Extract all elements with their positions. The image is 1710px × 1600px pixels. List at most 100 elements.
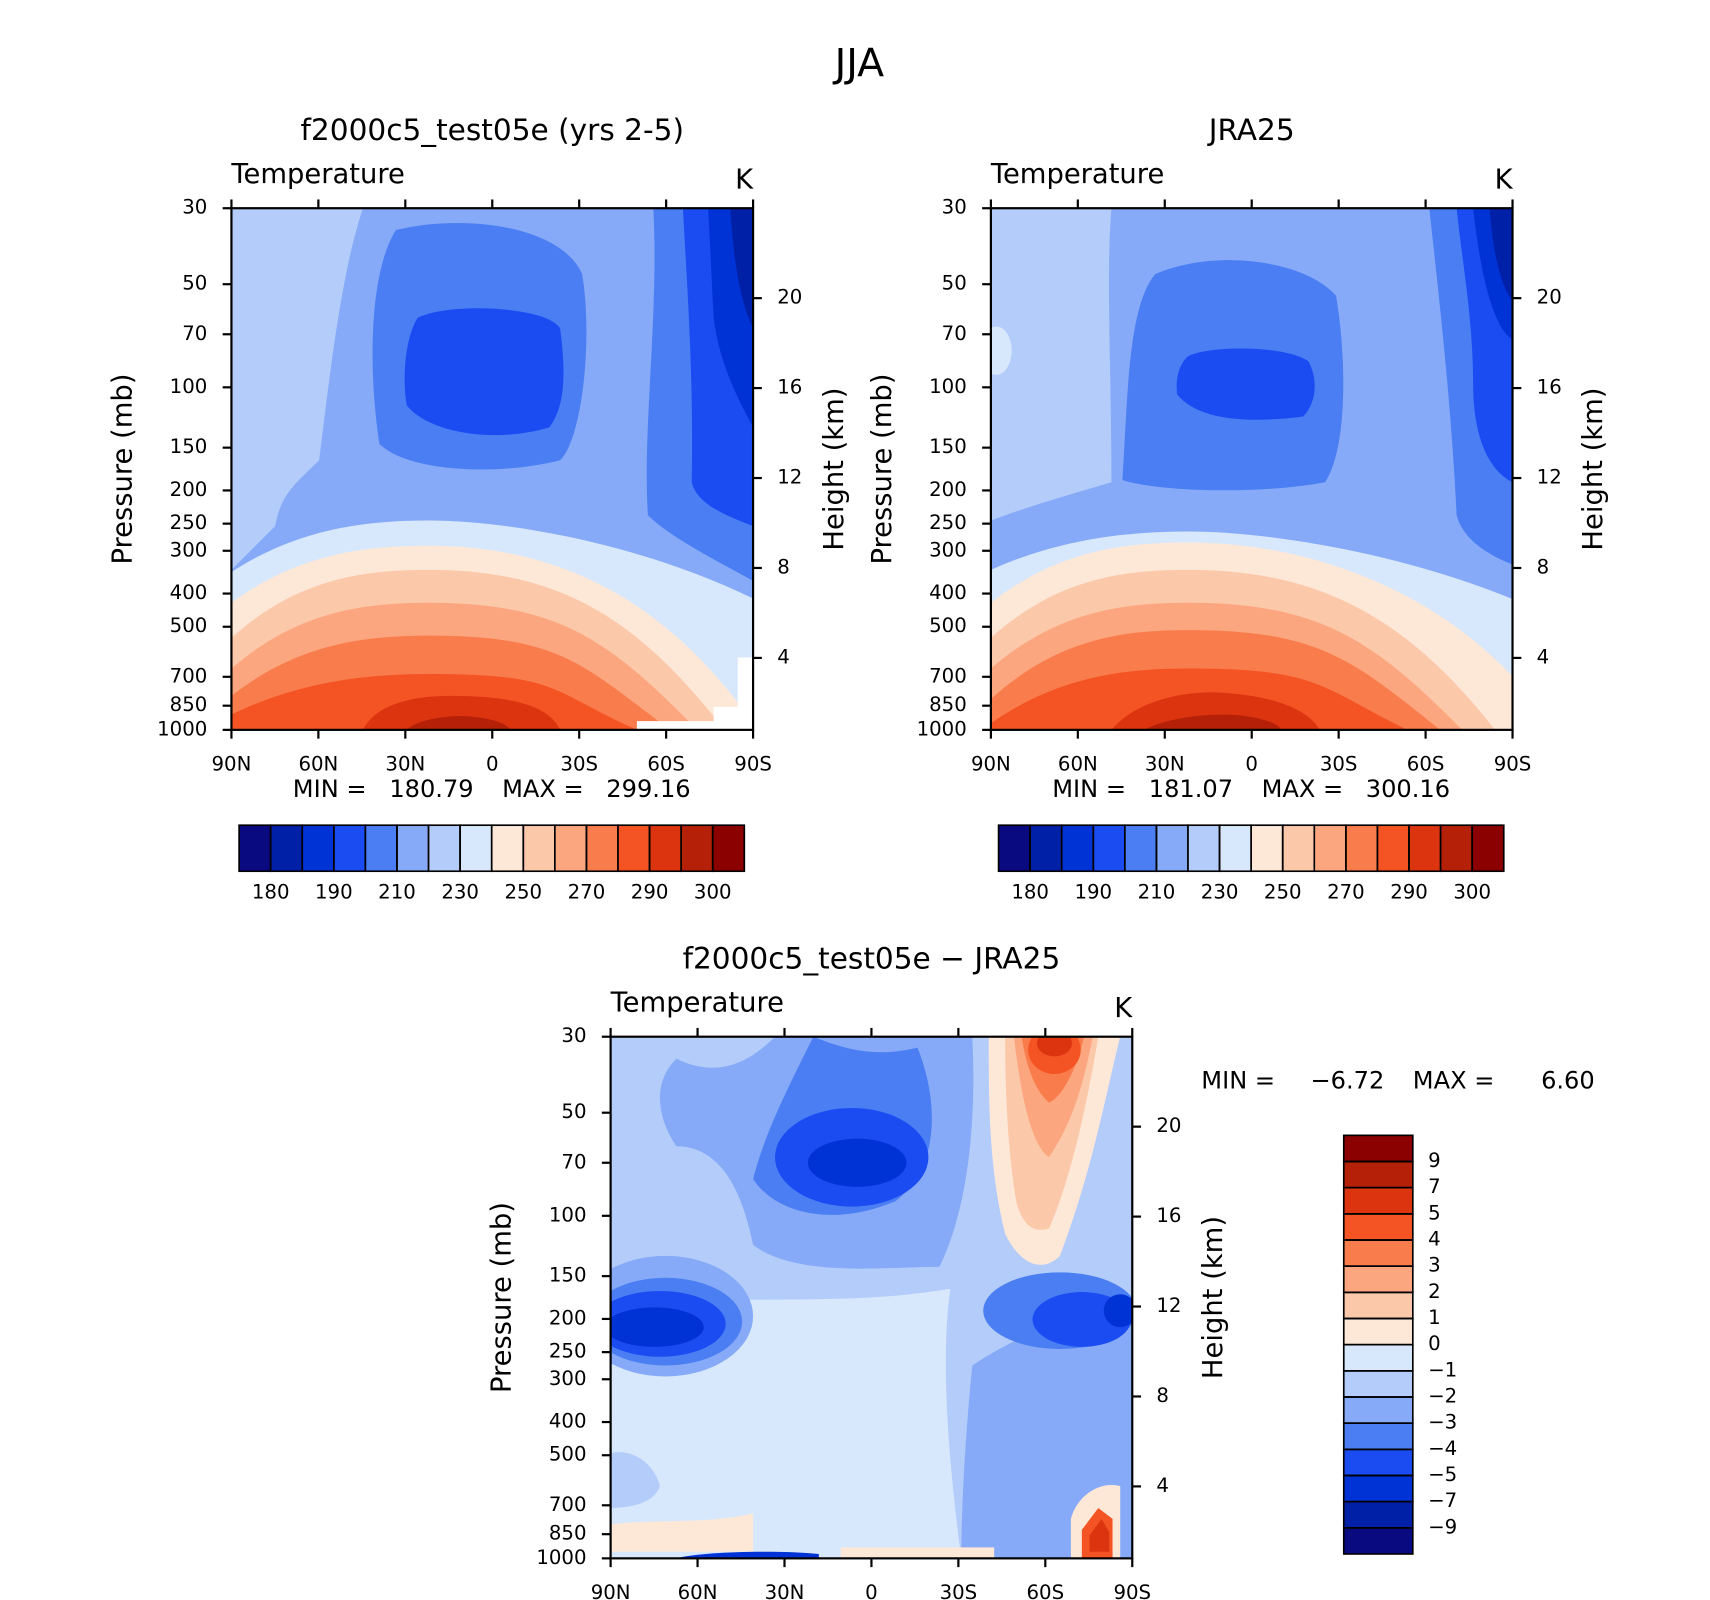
y-tick-label: 250: [929, 511, 967, 534]
x-tick-label: 90N: [971, 752, 1011, 775]
colorbar-box: [1345, 824, 1379, 873]
y2-tick-label: 4: [1156, 1474, 1169, 1497]
y-tick-label: 700: [549, 1493, 587, 1516]
y2-tick-label: 20: [1156, 1114, 1181, 1137]
y-tick-label: 30: [561, 1024, 586, 1047]
y-tick-label: 100: [929, 375, 967, 398]
colorbar-box: [396, 824, 430, 873]
colorbar-label: 290: [631, 881, 669, 904]
colorbar-box: [1342, 1474, 1414, 1503]
colorbar-box: [459, 824, 493, 873]
colorbar-box: [1342, 1134, 1414, 1163]
x-tick-label: 30S: [940, 1581, 978, 1600]
colorbar-box: [238, 824, 272, 873]
colorbar-label: −1: [1428, 1358, 1457, 1381]
contour-region: [404, 308, 564, 436]
contour-region: [636, 657, 754, 730]
x-tick-label: 0: [1245, 752, 1258, 775]
colorbar-label: 270: [1327, 881, 1365, 904]
colorbar-box: [490, 824, 525, 873]
colorbar-box: [269, 824, 304, 873]
y-axis-label: Pressure (mb): [487, 1202, 518, 1393]
y-tick-label: 1000: [917, 717, 967, 740]
x-tick-label: 90N: [212, 752, 252, 775]
max-label: MAX =: [502, 775, 584, 803]
y-tick-label: 500: [929, 614, 967, 637]
colorbar-box: [1155, 824, 1189, 873]
colorbar-label: 0: [1428, 1332, 1441, 1355]
x-tick-label: 60N: [298, 752, 338, 775]
colorbar-box: [1342, 1239, 1414, 1267]
y2-tick-label: 20: [1537, 286, 1562, 309]
x-tick-label: 30N: [1145, 752, 1185, 775]
x-tick-label: 30S: [560, 752, 598, 775]
colorbar-box: [522, 824, 556, 873]
y-tick-label: 700: [929, 664, 967, 687]
colorbar-label: 180: [252, 881, 290, 904]
colorbar-label: 4: [1428, 1228, 1441, 1251]
y-tick-label: 300: [929, 538, 967, 561]
y2-tick-label: 8: [1156, 1384, 1169, 1407]
colorbar-box: [1124, 824, 1158, 873]
units: K: [1114, 993, 1133, 1024]
colorbar-box: [1342, 1265, 1414, 1294]
y-tick-label: 150: [170, 435, 208, 458]
y-tick-label: 1000: [536, 1546, 586, 1569]
x-tick-label: 90S: [1113, 1581, 1151, 1600]
contour-field: [231, 208, 754, 730]
y-tick-label: 70: [942, 322, 967, 345]
y-axis-label: Pressure (mb): [108, 374, 139, 565]
x-tick-label: 90S: [734, 752, 772, 775]
contour-region: [362, 695, 561, 730]
colorbar-box: [301, 824, 335, 873]
contour-region: [1176, 348, 1315, 420]
y2-tick-label: 12: [1156, 1294, 1181, 1317]
colorbar-box: [1342, 1422, 1414, 1451]
contour-region: [1089, 1518, 1110, 1552]
contour-region: [610, 1513, 754, 1552]
colorbar-label: 210: [378, 881, 416, 904]
y-tick-label: 50: [182, 272, 207, 295]
y-tick-label: 400: [929, 581, 967, 604]
colorbar-label: 190: [1074, 881, 1112, 904]
x-tick-label: 0: [865, 1581, 878, 1600]
y-tick-label: 50: [561, 1100, 586, 1123]
panel-title: f2000c5_test05e − JRA25: [683, 942, 1061, 976]
y-tick-label: 500: [170, 614, 208, 637]
colorbar-label: 180: [1011, 881, 1049, 904]
x-tick-label: 60N: [1058, 752, 1098, 775]
colorbar-box: [1342, 1317, 1414, 1346]
x-tick-label: 90N: [591, 1581, 631, 1600]
contour-region: [730, 208, 754, 329]
colorbar-box: [1342, 1370, 1414, 1398]
y2-tick-label: 8: [777, 555, 790, 578]
colorbar-box: [1439, 824, 1474, 873]
y-tick-label: 200: [549, 1306, 587, 1329]
y-tick-label: 200: [929, 478, 967, 501]
colorbar-label: 3: [1428, 1254, 1441, 1277]
colorbar-label: 290: [1390, 881, 1428, 904]
y2-tick-label: 20: [777, 286, 802, 309]
y2-axis-label: Height (km): [819, 388, 850, 551]
y-tick-label: 400: [170, 581, 208, 604]
colorbar-box: [1060, 824, 1095, 873]
y-tick-label: 150: [929, 435, 967, 458]
colorbar-box: [333, 824, 367, 873]
colorbar-box: [585, 824, 619, 873]
x-tick-label: 30N: [765, 1581, 805, 1600]
max-label: MAX =: [1413, 1067, 1495, 1095]
min-value: 180.79: [389, 775, 473, 803]
max-value: 299.16: [606, 775, 690, 803]
colorbar-box: [1281, 824, 1316, 873]
x-tick-label: 60S: [1407, 752, 1445, 775]
y2-tick-label: 12: [777, 466, 802, 489]
colorbar-box: [1029, 824, 1063, 873]
y-tick-label: 400: [549, 1410, 587, 1433]
colorbar-box: [1471, 824, 1505, 873]
colorbar-box: [1187, 824, 1221, 873]
x-tick-label: 60S: [647, 752, 685, 775]
contour-region: [676, 1551, 819, 1559]
colorbar-label: 9: [1428, 1149, 1441, 1172]
subtitle: Temperature: [610, 987, 784, 1018]
